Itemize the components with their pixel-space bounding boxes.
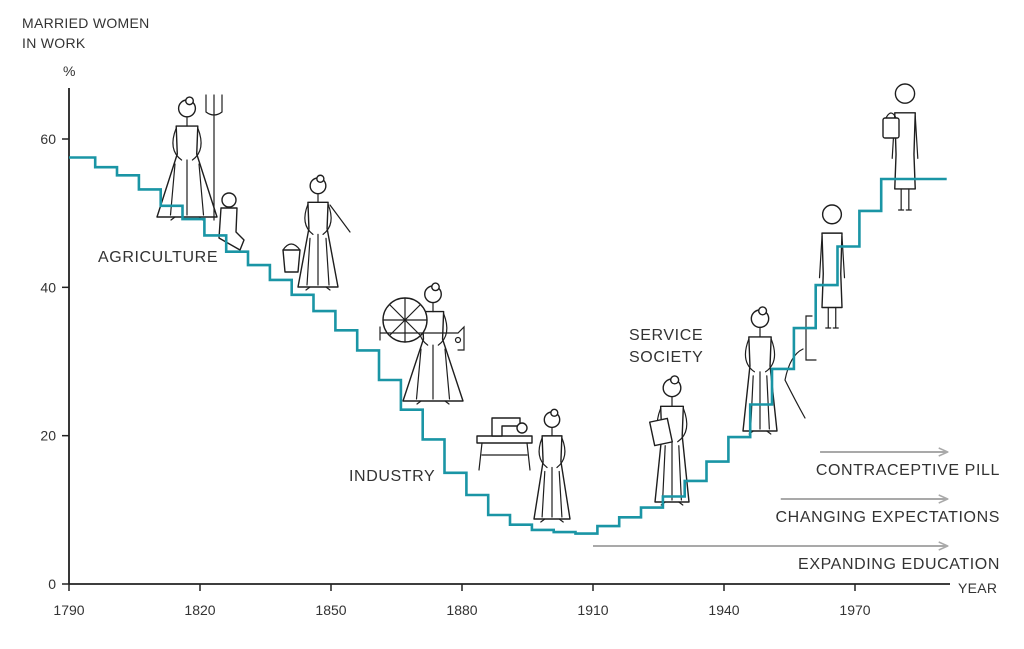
loom-frame [379, 325, 465, 351]
factory-woman-icon [533, 408, 571, 523]
machine-cable [784, 348, 806, 419]
handbag [882, 117, 900, 139]
handbag-strap [885, 112, 897, 119]
professional-woman-icon-arm-r [914, 115, 919, 159]
office-woman-with-folder-icon [649, 375, 690, 506]
standing-woman-icon-legs [825, 306, 839, 329]
era-label-agriculture: AGRICULTURE [98, 249, 218, 266]
office-woman-with-folder-icon-folds [662, 441, 682, 501]
woman-with-bucket-icon-hair [316, 174, 325, 184]
woman-with-bucket-icon-folds [306, 233, 330, 286]
farm-woman-with-pitchfork-icon-arms [172, 127, 202, 161]
woman-with-bucket-icon [282, 174, 351, 291]
woman-at-machine-icon-arms [744, 338, 776, 373]
trend-label-2: EXPANDING EDUCATION [798, 556, 1000, 573]
sewing-machine-icon [476, 417, 533, 471]
sewing-wheel [516, 422, 528, 434]
woman-at-machine-icon-hair [757, 306, 768, 316]
y-tick-label-0: 0 [48, 576, 56, 592]
woman-with-bucket-icon-arms [304, 203, 332, 235]
woman-with-spinning-wheel-icon-folds [415, 344, 451, 400]
era-label-industry: INDUSTRY [349, 468, 435, 485]
office-woman-with-folder-icon-hair [669, 375, 680, 385]
factory-woman-icon-hair [550, 408, 559, 417]
loom-knob [454, 336, 462, 344]
sewing-table-legs [478, 442, 531, 471]
woman-with-bucket-icon-feet [305, 286, 331, 291]
era-label-service-line-1: SERVICE [629, 327, 703, 344]
pitchfork [205, 94, 223, 221]
standing-woman-icon-arm-r [841, 235, 846, 279]
wheel-spokes [382, 297, 428, 343]
standing-woman-icon-head [821, 204, 843, 225]
woman-at-machine-icon [742, 306, 817, 435]
woman-with-spinning-wheel-icon-feet [416, 400, 450, 405]
bucket [282, 249, 301, 273]
x-axis-title: YEAR [958, 580, 997, 596]
child-body [218, 207, 245, 251]
x-tick-label-1850: 1850 [315, 602, 346, 618]
factory-woman-icon-arms [538, 437, 566, 469]
farm-woman-with-pitchfork-icon [156, 94, 223, 221]
standing-woman-icon-arm-l [818, 235, 823, 279]
factory-woman-icon-folds [541, 466, 563, 518]
era-label-service-line-2: SOCIETY [629, 349, 703, 366]
folder [649, 417, 673, 447]
professional-woman-icon-head [894, 83, 916, 104]
x-tick-label-1940: 1940 [708, 602, 739, 618]
y-axis-title-line-2: IN WORK [22, 35, 86, 51]
y-axis-unit: % [63, 63, 76, 79]
machine-bracket [805, 315, 817, 361]
factory-woman-icon-feet [540, 518, 564, 523]
sewing-table-top [476, 435, 533, 444]
professional-woman-icon [882, 83, 919, 211]
woman-with-spinning-wheel-icon [379, 282, 465, 405]
professional-woman-icon-legs [898, 188, 912, 211]
x-tick-label-1970: 1970 [839, 602, 870, 618]
trend-label-0: CONTRACEPTIVE PILL [816, 462, 1000, 479]
x-tick-label-1910: 1910 [577, 602, 608, 618]
bucket-handle [282, 243, 301, 251]
woman-with-spinning-wheel-icon-hair [431, 282, 440, 292]
child-head [221, 192, 237, 208]
y-axis-title-line-1: MARRIED WOMEN [22, 15, 150, 31]
standing-woman-icon-body [821, 232, 843, 309]
series-line-0 [69, 156, 947, 535]
sewing-machine-head [491, 417, 521, 437]
y-tick-label-20: 20 [40, 428, 56, 444]
standing-woman-icon [818, 204, 846, 329]
x-tick-label-1820: 1820 [184, 602, 215, 618]
reaching-arm [329, 204, 351, 233]
y-tick-label-60: 60 [40, 131, 56, 147]
x-tick-label-1790: 1790 [53, 602, 84, 618]
professional-woman-icon-body [894, 112, 916, 190]
x-tick-label-1880: 1880 [446, 602, 477, 618]
farm-woman-with-pitchfork-icon-hair [185, 96, 195, 106]
trend-label-1: CHANGING EXPECTATIONS [776, 509, 1000, 526]
seated-child-icon [218, 192, 245, 251]
y-tick-label-40: 40 [40, 279, 56, 295]
